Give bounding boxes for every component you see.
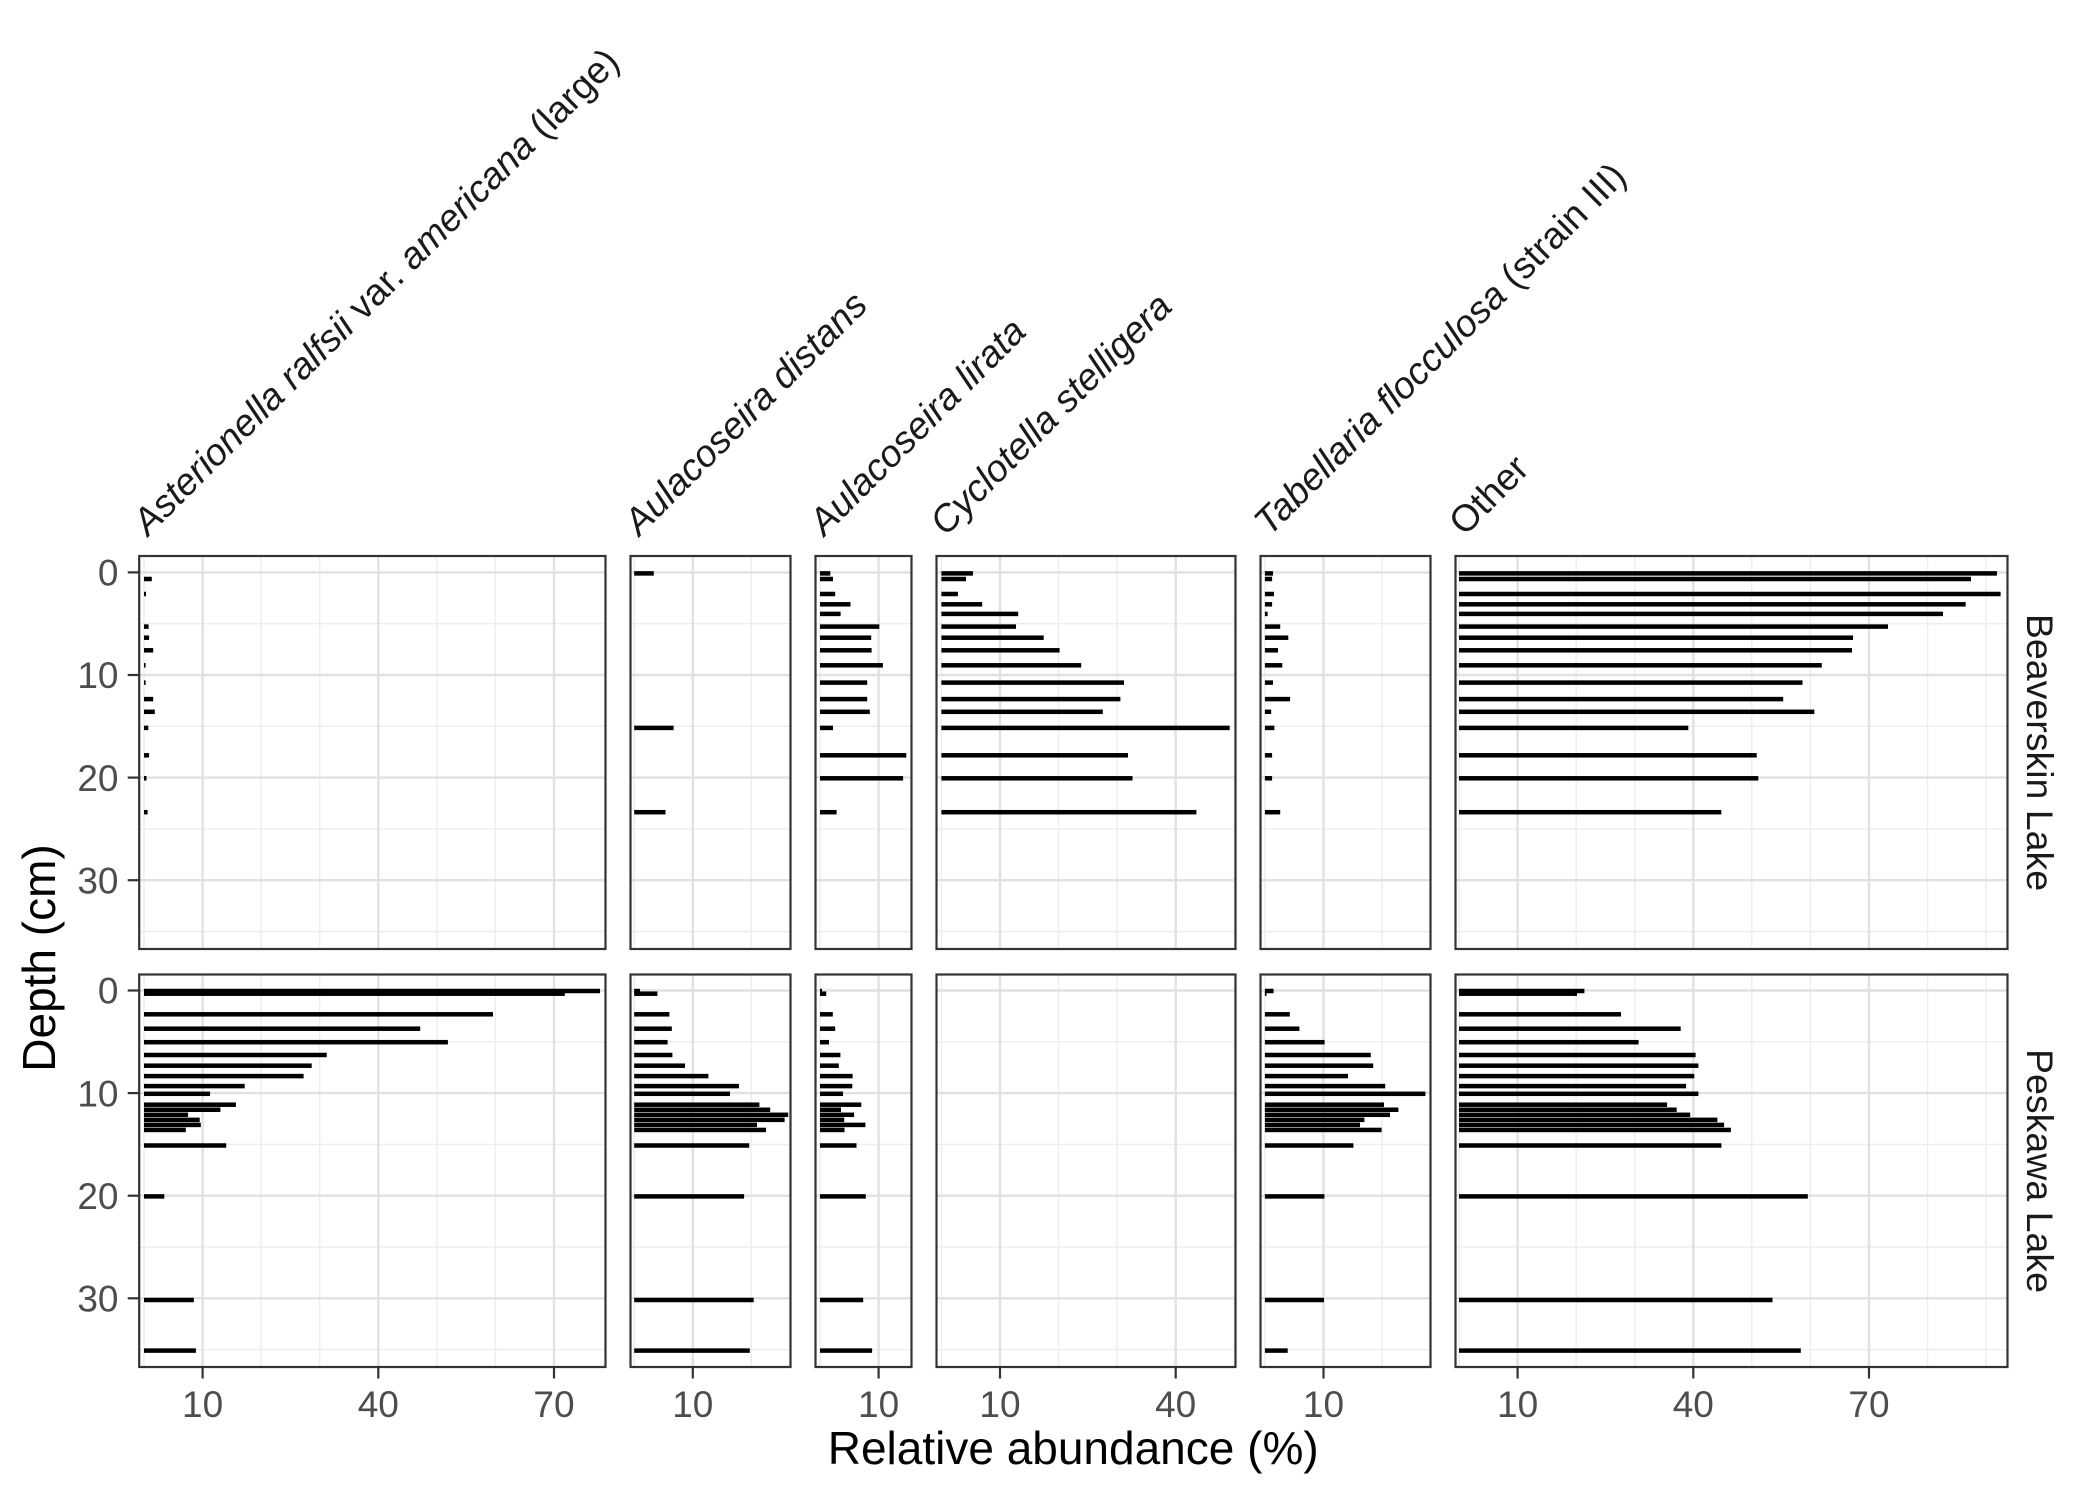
svg-text:10: 10	[77, 655, 118, 696]
svg-text:30: 30	[77, 860, 118, 901]
svg-text:40: 40	[1155, 1384, 1196, 1425]
svg-text:70: 70	[1848, 1384, 1889, 1425]
svg-text:40: 40	[358, 1384, 399, 1425]
svg-text:20: 20	[77, 1176, 118, 1217]
svg-text:10: 10	[979, 1384, 1020, 1425]
svg-text:10: 10	[1497, 1384, 1538, 1425]
svg-text:30: 30	[77, 1279, 118, 1320]
svg-text:40: 40	[1673, 1384, 1714, 1425]
svg-text:Relative abundance (%): Relative abundance (%)	[828, 1422, 1319, 1474]
svg-text:20: 20	[77, 758, 118, 799]
svg-text:10: 10	[1303, 1384, 1344, 1425]
svg-text:Depth (cm): Depth (cm)	[13, 844, 65, 1071]
svg-text:0: 0	[98, 553, 119, 594]
svg-text:0: 0	[98, 971, 119, 1012]
svg-text:10: 10	[182, 1384, 223, 1425]
svg-text:10: 10	[858, 1384, 899, 1425]
svg-text:Peskawa Lake: Peskawa Lake	[2019, 1049, 2061, 1293]
svg-text:70: 70	[533, 1384, 574, 1425]
svg-text:10: 10	[672, 1384, 713, 1425]
svg-text:10: 10	[77, 1073, 118, 1114]
svg-text:Beaverskin Lake: Beaverskin Lake	[2019, 614, 2061, 891]
